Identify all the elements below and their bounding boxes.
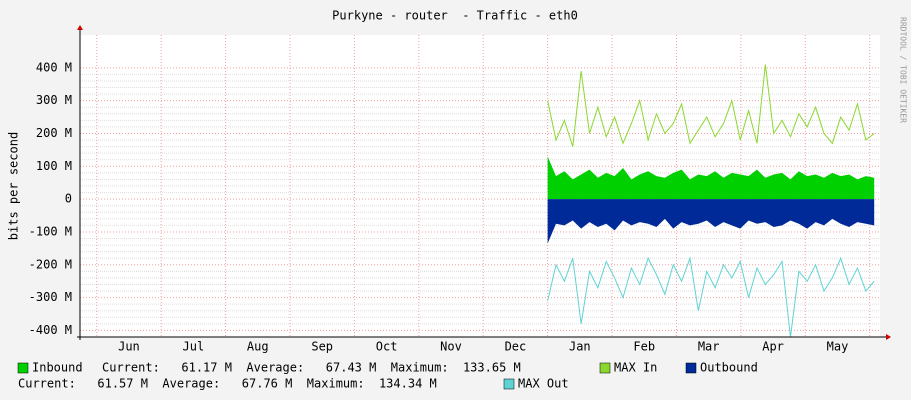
y-tick-label: 300 M <box>36 93 72 107</box>
y-axis-label: bits per second <box>7 132 21 240</box>
legend-label: MAX Out <box>518 377 569 391</box>
legend-stat-value: 61.17 M <box>181 361 232 375</box>
area <box>547 156 875 200</box>
legend-swatch <box>17 362 29 374</box>
legend-swatch <box>599 362 611 374</box>
y-tick-label: -100 M <box>29 224 72 238</box>
legend-stat-value: 133.65 M <box>463 361 521 375</box>
chart-title: Purkyne - router - Traffic - eth0 <box>332 9 578 23</box>
legend-stat-value: 61.57 M <box>97 377 148 391</box>
watermark: RRDTOOL / TOBI OETIKER <box>899 17 908 123</box>
x-tick-label: Sep <box>311 340 333 354</box>
x-tick-label: Mar <box>698 340 720 354</box>
legend-swatch <box>503 378 515 390</box>
legend-stat-name: Current: <box>102 361 160 375</box>
legend-swatch <box>685 362 697 374</box>
y-tick-label: -300 M <box>29 290 72 304</box>
area <box>547 199 875 244</box>
x-tick-label: May <box>827 340 849 354</box>
legend-label: Inbound <box>32 361 83 375</box>
x-tick-label: Apr <box>762 340 784 354</box>
legend-stat-name: Current: <box>18 377 76 391</box>
x-tick-label: Oct <box>376 340 398 354</box>
legend-label: Outbound <box>700 361 758 375</box>
legend-stat-name: Maximum: <box>391 361 449 375</box>
line <box>547 64 875 147</box>
y-tick-label: 400 M <box>36 60 72 74</box>
x-tick-label: Jan <box>569 340 591 354</box>
y-tick-label: 0 <box>65 192 72 206</box>
legend-stat-name: Average: <box>162 377 220 391</box>
legend-stat-name: Maximum: <box>307 377 365 391</box>
legend-stat-value: 134.34 M <box>379 377 437 391</box>
legend-stat-name: Average: <box>246 361 304 375</box>
legend-stat-value: 67.43 M <box>326 361 377 375</box>
x-tick-label: Feb <box>633 340 655 354</box>
y-tick-label: -200 M <box>29 257 72 271</box>
x-tick-label: Jul <box>183 340 205 354</box>
x-tick-label: Aug <box>247 340 269 354</box>
axis-arrow <box>886 334 891 340</box>
x-tick-label: Dec <box>505 340 527 354</box>
legend-label: MAX In <box>614 361 657 375</box>
line <box>547 256 875 338</box>
axis-arrow <box>77 25 83 30</box>
y-tick-label: 100 M <box>36 159 72 173</box>
y-tick-label: 200 M <box>36 126 72 140</box>
x-tick-label: Jun <box>118 340 140 354</box>
x-tick-label: Nov <box>440 340 462 354</box>
y-tick-label: -400 M <box>29 323 72 337</box>
legend-stat-value: 67.76 M <box>242 377 293 391</box>
